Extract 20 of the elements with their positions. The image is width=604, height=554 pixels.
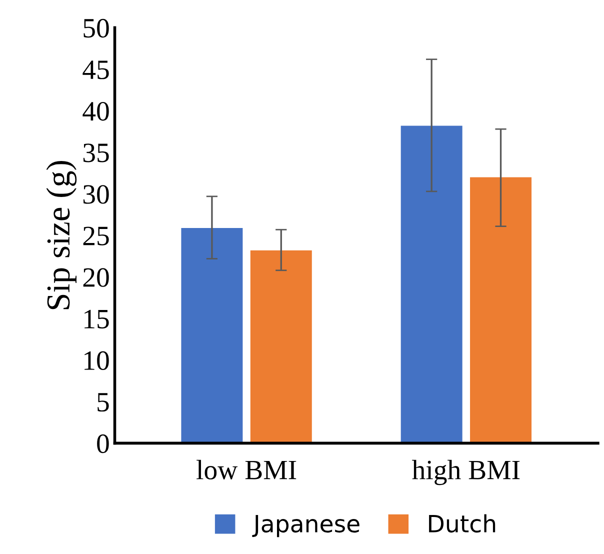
x-tick-label: high BMI: [412, 460, 520, 486]
bar: [250, 250, 312, 444]
x-tick-label: low BMI: [196, 460, 296, 480]
y-tick-label: 45: [82, 60, 109, 80]
y-tick-label: 5: [98, 393, 109, 412]
y-tick-label: 10: [84, 351, 109, 370]
y-tick-label: 30: [83, 185, 109, 204]
y-tick-label: 20: [83, 268, 109, 287]
y-tick-label: 35: [83, 144, 109, 162]
y-axis-title: Sip size (g): [46, 161, 77, 310]
bar: [181, 228, 243, 444]
bar: [470, 177, 532, 444]
legend-label: Japanese: [252, 515, 360, 538]
y-tick-label: 40: [82, 102, 109, 121]
legend-label: Dutch: [429, 514, 496, 533]
y-tick-label: 0: [97, 434, 109, 454]
bar: [400, 126, 462, 444]
y-tick-label: 50: [84, 18, 109, 38]
y-tick-label: 25: [83, 226, 109, 246]
y-tick-label: 15: [84, 310, 109, 328]
